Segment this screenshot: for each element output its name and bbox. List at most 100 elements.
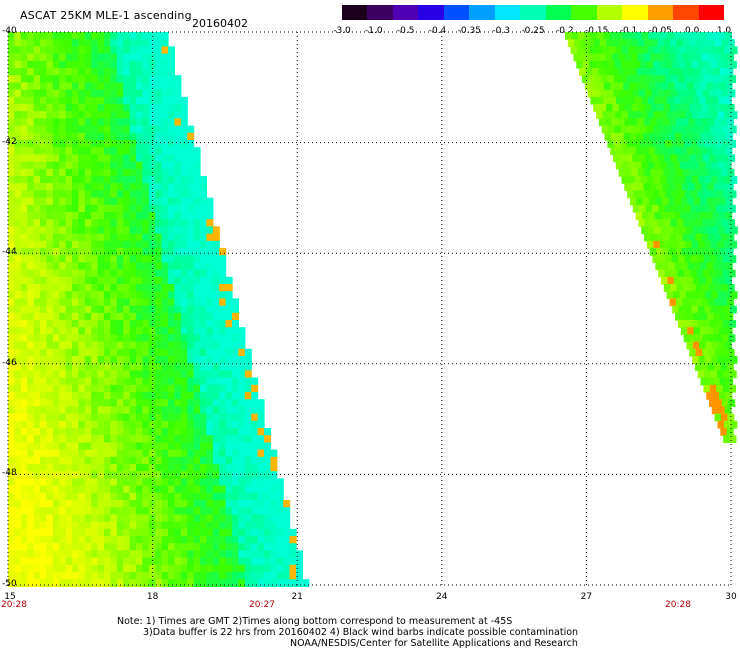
- swath-cell: [136, 190, 143, 199]
- swath-cell: [187, 262, 195, 271]
- swath-cell: [168, 147, 175, 155]
- swath-cell: [174, 140, 182, 148]
- swath-cell: [615, 46, 623, 55]
- swath-cell: [709, 384, 717, 393]
- swath-cell: [670, 219, 678, 227]
- swath-cell: [193, 334, 201, 343]
- swath-cell: [161, 456, 169, 465]
- swath-cell: [129, 579, 137, 587]
- swath-cell: [635, 212, 643, 220]
- swath-cell: [46, 176, 54, 184]
- swath-cell: [270, 543, 278, 551]
- swath-cell: [46, 514, 54, 523]
- swath-cell: [27, 248, 35, 256]
- swath-cell: [59, 464, 67, 472]
- swath-cell: [654, 212, 662, 220]
- swath-cell: [270, 536, 278, 544]
- swath-cell: [682, 233, 690, 242]
- swath-cell: [671, 269, 678, 278]
- swath-cell: [123, 75, 131, 83]
- swath-cell: [283, 536, 291, 544]
- swath-cell: [84, 392, 92, 400]
- swath-cell: [200, 327, 207, 335]
- swath-cell: [232, 384, 239, 393]
- swath-cell: [724, 341, 732, 350]
- swath-cell: [52, 176, 60, 184]
- swath-cell: [14, 240, 22, 249]
- swath-cell: [686, 226, 693, 235]
- swath-cell: [91, 572, 99, 580]
- swath-cell: [148, 147, 156, 155]
- swath-cell: [46, 68, 54, 76]
- swath-cell: [161, 46, 169, 55]
- swath-cell: [219, 572, 227, 580]
- swath-cell: [174, 536, 182, 544]
- longitude-label: 21: [291, 592, 303, 602]
- swath-cell: [136, 327, 143, 335]
- swath-cell: [238, 392, 246, 400]
- swath-cell: [589, 46, 597, 55]
- swath-cell: [682, 298, 690, 307]
- swath-cell: [116, 226, 124, 235]
- swath-cell: [187, 298, 195, 307]
- swath-cell: [27, 442, 35, 451]
- swath-cell: [289, 572, 297, 580]
- swath-cell: [129, 32, 137, 40]
- swath-cell: [730, 420, 738, 429]
- swath-cell: [97, 233, 105, 242]
- swath-cell: [187, 507, 195, 515]
- swath-cell: [110, 255, 118, 263]
- swath-cell: [97, 514, 105, 523]
- swath-cell: [694, 118, 702, 127]
- swath-cell: [608, 111, 616, 119]
- swath-cell: [148, 485, 156, 494]
- swath-cell: [84, 334, 92, 343]
- swath-cell: [91, 341, 99, 350]
- swath-cell: [8, 197, 15, 206]
- swath-cell: [78, 125, 86, 134]
- swath-cell: [200, 183, 207, 191]
- swath-cell: [59, 53, 67, 62]
- swath-cell: [33, 89, 41, 98]
- swath-cell: [276, 536, 284, 544]
- swath-cell: [180, 305, 188, 314]
- swath-cell: [91, 464, 99, 472]
- swath-cell: [180, 327, 188, 335]
- swath-cell: [72, 168, 79, 177]
- swath-cell: [626, 75, 634, 83]
- swath-cell: [206, 219, 214, 227]
- swath-cell: [716, 384, 724, 393]
- swath-cell: [155, 298, 163, 307]
- swath-cell: [724, 291, 732, 299]
- swath-cell: [212, 471, 220, 479]
- swath-cell: [653, 176, 661, 184]
- swath-cell: [206, 305, 214, 314]
- swath-cell: [129, 219, 137, 227]
- swath-cell: [276, 528, 284, 537]
- swath-cell: [46, 118, 54, 127]
- swath-cell: [155, 284, 163, 292]
- swath-cell: [174, 550, 182, 559]
- swath-cell: [155, 240, 163, 249]
- swath-cell: [644, 168, 652, 177]
- swath-cell: [689, 219, 697, 227]
- swath-cell: [78, 370, 86, 379]
- swath-cell: [59, 320, 67, 328]
- swath-cell: [14, 82, 22, 91]
- swath-cell: [40, 492, 47, 501]
- swath-cell: [91, 485, 99, 494]
- swath-cell: [52, 341, 60, 350]
- swath-cell: [686, 96, 694, 105]
- swath-cell: [65, 140, 73, 148]
- swath-cell: [710, 370, 718, 379]
- swath-cell: [14, 276, 22, 285]
- swath-cell: [206, 312, 214, 321]
- swath-cell: [187, 536, 195, 544]
- swath-cell: [65, 464, 73, 472]
- swath-cell: [91, 557, 99, 566]
- swath-cell: [142, 255, 150, 263]
- swath-cell: [40, 284, 47, 292]
- swath-cell: [110, 75, 118, 83]
- swath-cell: [174, 485, 182, 494]
- swath-cell: [84, 276, 92, 285]
